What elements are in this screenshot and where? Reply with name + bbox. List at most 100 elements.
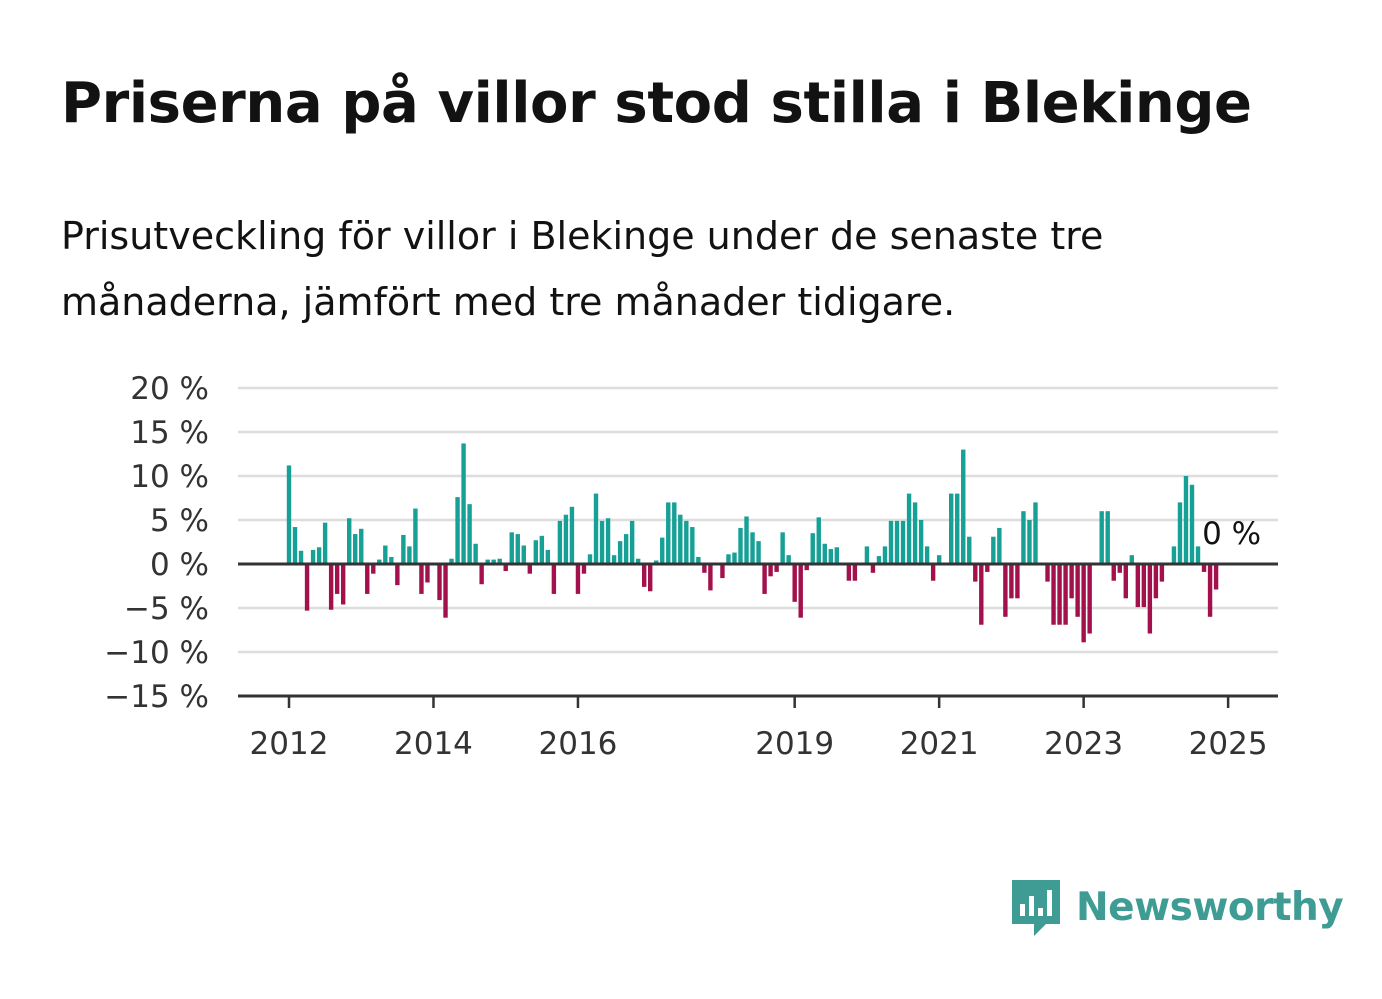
bar	[443, 564, 448, 618]
bar	[449, 558, 454, 564]
bar	[545, 549, 551, 564]
bar	[834, 547, 840, 564]
end-value-label: 0 %	[1202, 516, 1261, 552]
bar	[955, 493, 960, 564]
bar	[292, 527, 298, 564]
x-tick-label: 2016	[539, 726, 618, 762]
bar	[1045, 564, 1050, 582]
bars	[286, 443, 1219, 643]
bar	[648, 564, 653, 592]
bar	[1117, 564, 1122, 573]
bar	[1171, 546, 1177, 564]
bar	[286, 465, 292, 564]
y-tick-label: −10 %	[104, 635, 209, 671]
bar	[551, 564, 557, 594]
bar	[353, 534, 358, 564]
bar	[780, 532, 785, 564]
bar	[660, 537, 665, 564]
bar	[744, 516, 749, 564]
tick-labels: 20 % 15 % 10 % 5 % 0 % −5 % −10 % −15 % 2012 2014…	[104, 371, 1267, 762]
bar	[340, 564, 346, 605]
y-tick-label: 20 %	[130, 371, 209, 407]
bar	[533, 540, 539, 564]
bar	[1069, 564, 1074, 599]
bar	[575, 564, 581, 594]
bar	[1135, 564, 1141, 608]
bar	[900, 520, 906, 564]
bar	[936, 555, 942, 564]
bar	[1183, 476, 1189, 564]
x-tick-label: 2023	[1044, 726, 1123, 762]
bar	[455, 497, 460, 564]
bar	[371, 564, 376, 574]
grid-lines	[238, 386, 1278, 654]
newsworthy-logo: Newsworthy	[1010, 876, 1344, 938]
newsworthy-logo-icon	[1012, 880, 1060, 936]
bar	[437, 564, 442, 601]
bar	[708, 564, 713, 591]
x-tick-label: 2012	[250, 726, 329, 762]
bar	[852, 564, 858, 581]
bar	[738, 527, 743, 564]
bar	[605, 518, 611, 564]
bar	[1153, 564, 1159, 599]
bar	[924, 546, 930, 564]
bar	[1111, 564, 1116, 581]
bar	[1105, 511, 1110, 564]
y-tick-label: 5 %	[150, 503, 209, 539]
bar	[654, 560, 659, 564]
bar	[479, 564, 484, 585]
bar	[599, 520, 605, 564]
axes	[238, 562, 1278, 708]
bar	[467, 504, 472, 564]
y-tick-label: −15 %	[104, 679, 209, 715]
bar	[310, 549, 316, 564]
bar	[587, 554, 593, 564]
x-tick-label: 2019	[755, 726, 834, 762]
bar	[395, 564, 400, 586]
bar	[1159, 564, 1165, 582]
bar	[563, 514, 569, 564]
bar	[515, 534, 520, 564]
bar	[569, 506, 575, 564]
bar	[1141, 564, 1147, 608]
bar	[894, 520, 900, 564]
y-tick-label: 0 %	[150, 547, 209, 583]
bar	[322, 522, 328, 564]
bar	[762, 564, 767, 594]
bar	[1177, 502, 1183, 564]
bar	[377, 559, 382, 564]
bar	[316, 547, 322, 564]
bar	[906, 493, 912, 564]
bar	[389, 556, 394, 564]
bar	[635, 558, 641, 564]
bar	[702, 564, 707, 573]
bar	[684, 520, 689, 564]
y-tick-label: 15 %	[130, 415, 209, 451]
bar	[961, 449, 966, 564]
bar	[623, 534, 629, 564]
bar	[473, 543, 478, 564]
bar	[359, 528, 364, 564]
bar	[822, 543, 827, 564]
bar	[1051, 564, 1056, 625]
bar	[882, 546, 888, 564]
bar	[678, 514, 683, 564]
bar	[792, 564, 797, 602]
bar	[846, 564, 852, 581]
bar	[696, 556, 701, 564]
bar	[967, 536, 972, 564]
bar	[1123, 564, 1128, 599]
bar	[768, 564, 773, 577]
bar	[1081, 564, 1086, 643]
bar	[1021, 511, 1026, 564]
bar	[690, 527, 695, 564]
bar	[413, 508, 418, 564]
bar	[611, 555, 617, 564]
bar	[756, 541, 761, 564]
chart-title: Priserna på villor stod stilla i Bleking…	[61, 71, 1252, 136]
bar	[1189, 484, 1195, 564]
bar	[407, 546, 412, 564]
bar	[491, 559, 496, 564]
bar	[979, 564, 984, 625]
